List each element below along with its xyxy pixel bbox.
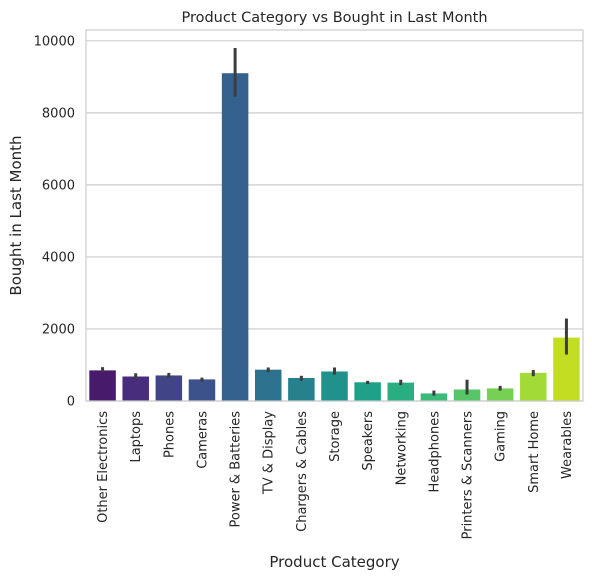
chart-title: Product Category vs Bought in Last Month bbox=[181, 10, 487, 26]
y-tick-label: 2000 bbox=[42, 322, 75, 337]
y-tick-label: 6000 bbox=[42, 178, 75, 193]
bars-layer bbox=[89, 73, 580, 401]
bar bbox=[520, 372, 547, 401]
bar bbox=[221, 73, 249, 401]
plot-frame bbox=[85, 29, 584, 402]
bar bbox=[188, 379, 216, 401]
y-tick-label: 0 bbox=[67, 395, 75, 410]
x-tick-label: Storage bbox=[328, 411, 343, 462]
x-tick-label: Printers & Scanners bbox=[461, 411, 476, 540]
bar bbox=[453, 389, 481, 401]
x-tick-label: Speakers bbox=[361, 411, 376, 471]
x-tick-labels: Other Electronics Laptops Phones Cameras Pow… bbox=[96, 411, 575, 540]
bar bbox=[288, 377, 315, 401]
bar bbox=[254, 369, 282, 401]
y-tick-label: 4000 bbox=[42, 250, 75, 265]
bar bbox=[354, 382, 381, 401]
error-bars-layer bbox=[101, 48, 568, 396]
bar bbox=[155, 375, 183, 401]
bar bbox=[122, 376, 149, 401]
x-tick-label: Networking bbox=[394, 411, 409, 485]
bar bbox=[321, 371, 348, 401]
x-tick-label: Wearables bbox=[560, 411, 575, 479]
grid-layer bbox=[86, 40, 583, 402]
bar bbox=[420, 393, 448, 401]
bar bbox=[486, 388, 514, 401]
x-tick-label: Laptops bbox=[129, 411, 144, 463]
y-tick-label: 8000 bbox=[42, 106, 75, 121]
y-tick-labels: 0 2000 4000 6000 8000 10000 bbox=[34, 34, 75, 409]
y-tick-label: 10000 bbox=[34, 34, 75, 49]
bar bbox=[387, 382, 415, 401]
x-tick-label: Smart Home bbox=[527, 411, 542, 493]
x-tick-label: Phones bbox=[162, 411, 177, 458]
x-tick-label: Gaming bbox=[494, 411, 509, 462]
x-tick-label: TV & Display bbox=[262, 411, 277, 495]
y-axis-label: Bought in Last Month bbox=[7, 135, 25, 295]
x-tick-label: Cameras bbox=[195, 411, 210, 469]
x-axis-label: Product Category bbox=[269, 553, 399, 571]
bar bbox=[89, 370, 116, 401]
x-tick-label: Headphones bbox=[427, 411, 442, 493]
x-tick-label: Other Electronics bbox=[96, 411, 111, 523]
x-tick-label: Chargers & Cables bbox=[295, 411, 310, 532]
x-tick-label: Power & Batteries bbox=[229, 411, 244, 528]
